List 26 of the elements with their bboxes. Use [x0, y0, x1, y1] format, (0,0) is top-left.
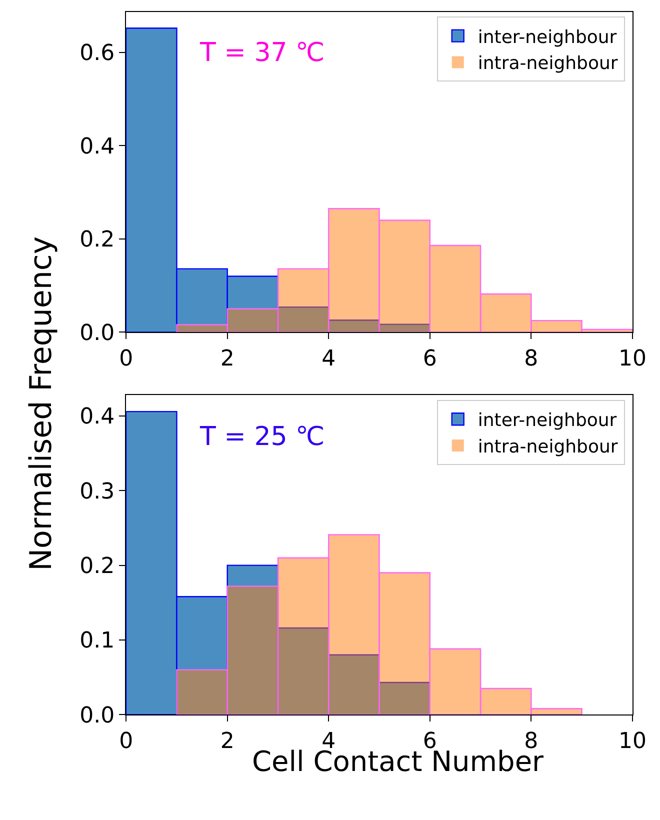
x-tick-label: 0 [119, 728, 134, 754]
x-tick-label: 10 [618, 346, 646, 372]
x-tick-label: 2 [220, 346, 234, 372]
x-tick-label: 6 [422, 346, 437, 372]
x-tick-label: 10 [618, 728, 646, 754]
annotation: T = 37 ℃ [199, 38, 325, 68]
y-tick-label: 0.0 [80, 320, 115, 346]
y-tick-label: 0.1 [80, 628, 115, 654]
x-tick-label: 4 [322, 346, 336, 372]
y-tick-label: 0.4 [80, 404, 115, 430]
y-tick-label: 0.0 [80, 703, 115, 728]
y-tick-label: 0.3 [80, 479, 115, 504]
annotation: T = 25 ℃ [199, 422, 325, 452]
legend-label: inter-neighbour [478, 26, 618, 48]
x-tick-label: 2 [220, 728, 234, 754]
x-tick-label: 0 [119, 346, 134, 372]
x-tick-label: 8 [524, 728, 538, 754]
legend-label: intra-neighbour [478, 436, 618, 458]
y-tick-label: 0.2 [80, 228, 115, 253]
y-axis-title: Normalised Frequency [24, 236, 59, 571]
x-tick-label: 8 [524, 346, 538, 372]
y-tick-label: 0.2 [80, 554, 115, 580]
legend-label: inter-neighbour [478, 410, 618, 432]
legend-label: intra-neighbour [478, 53, 618, 74]
y-tick-label: 0.6 [80, 41, 115, 66]
y-tick-label: 0.4 [80, 134, 115, 160]
